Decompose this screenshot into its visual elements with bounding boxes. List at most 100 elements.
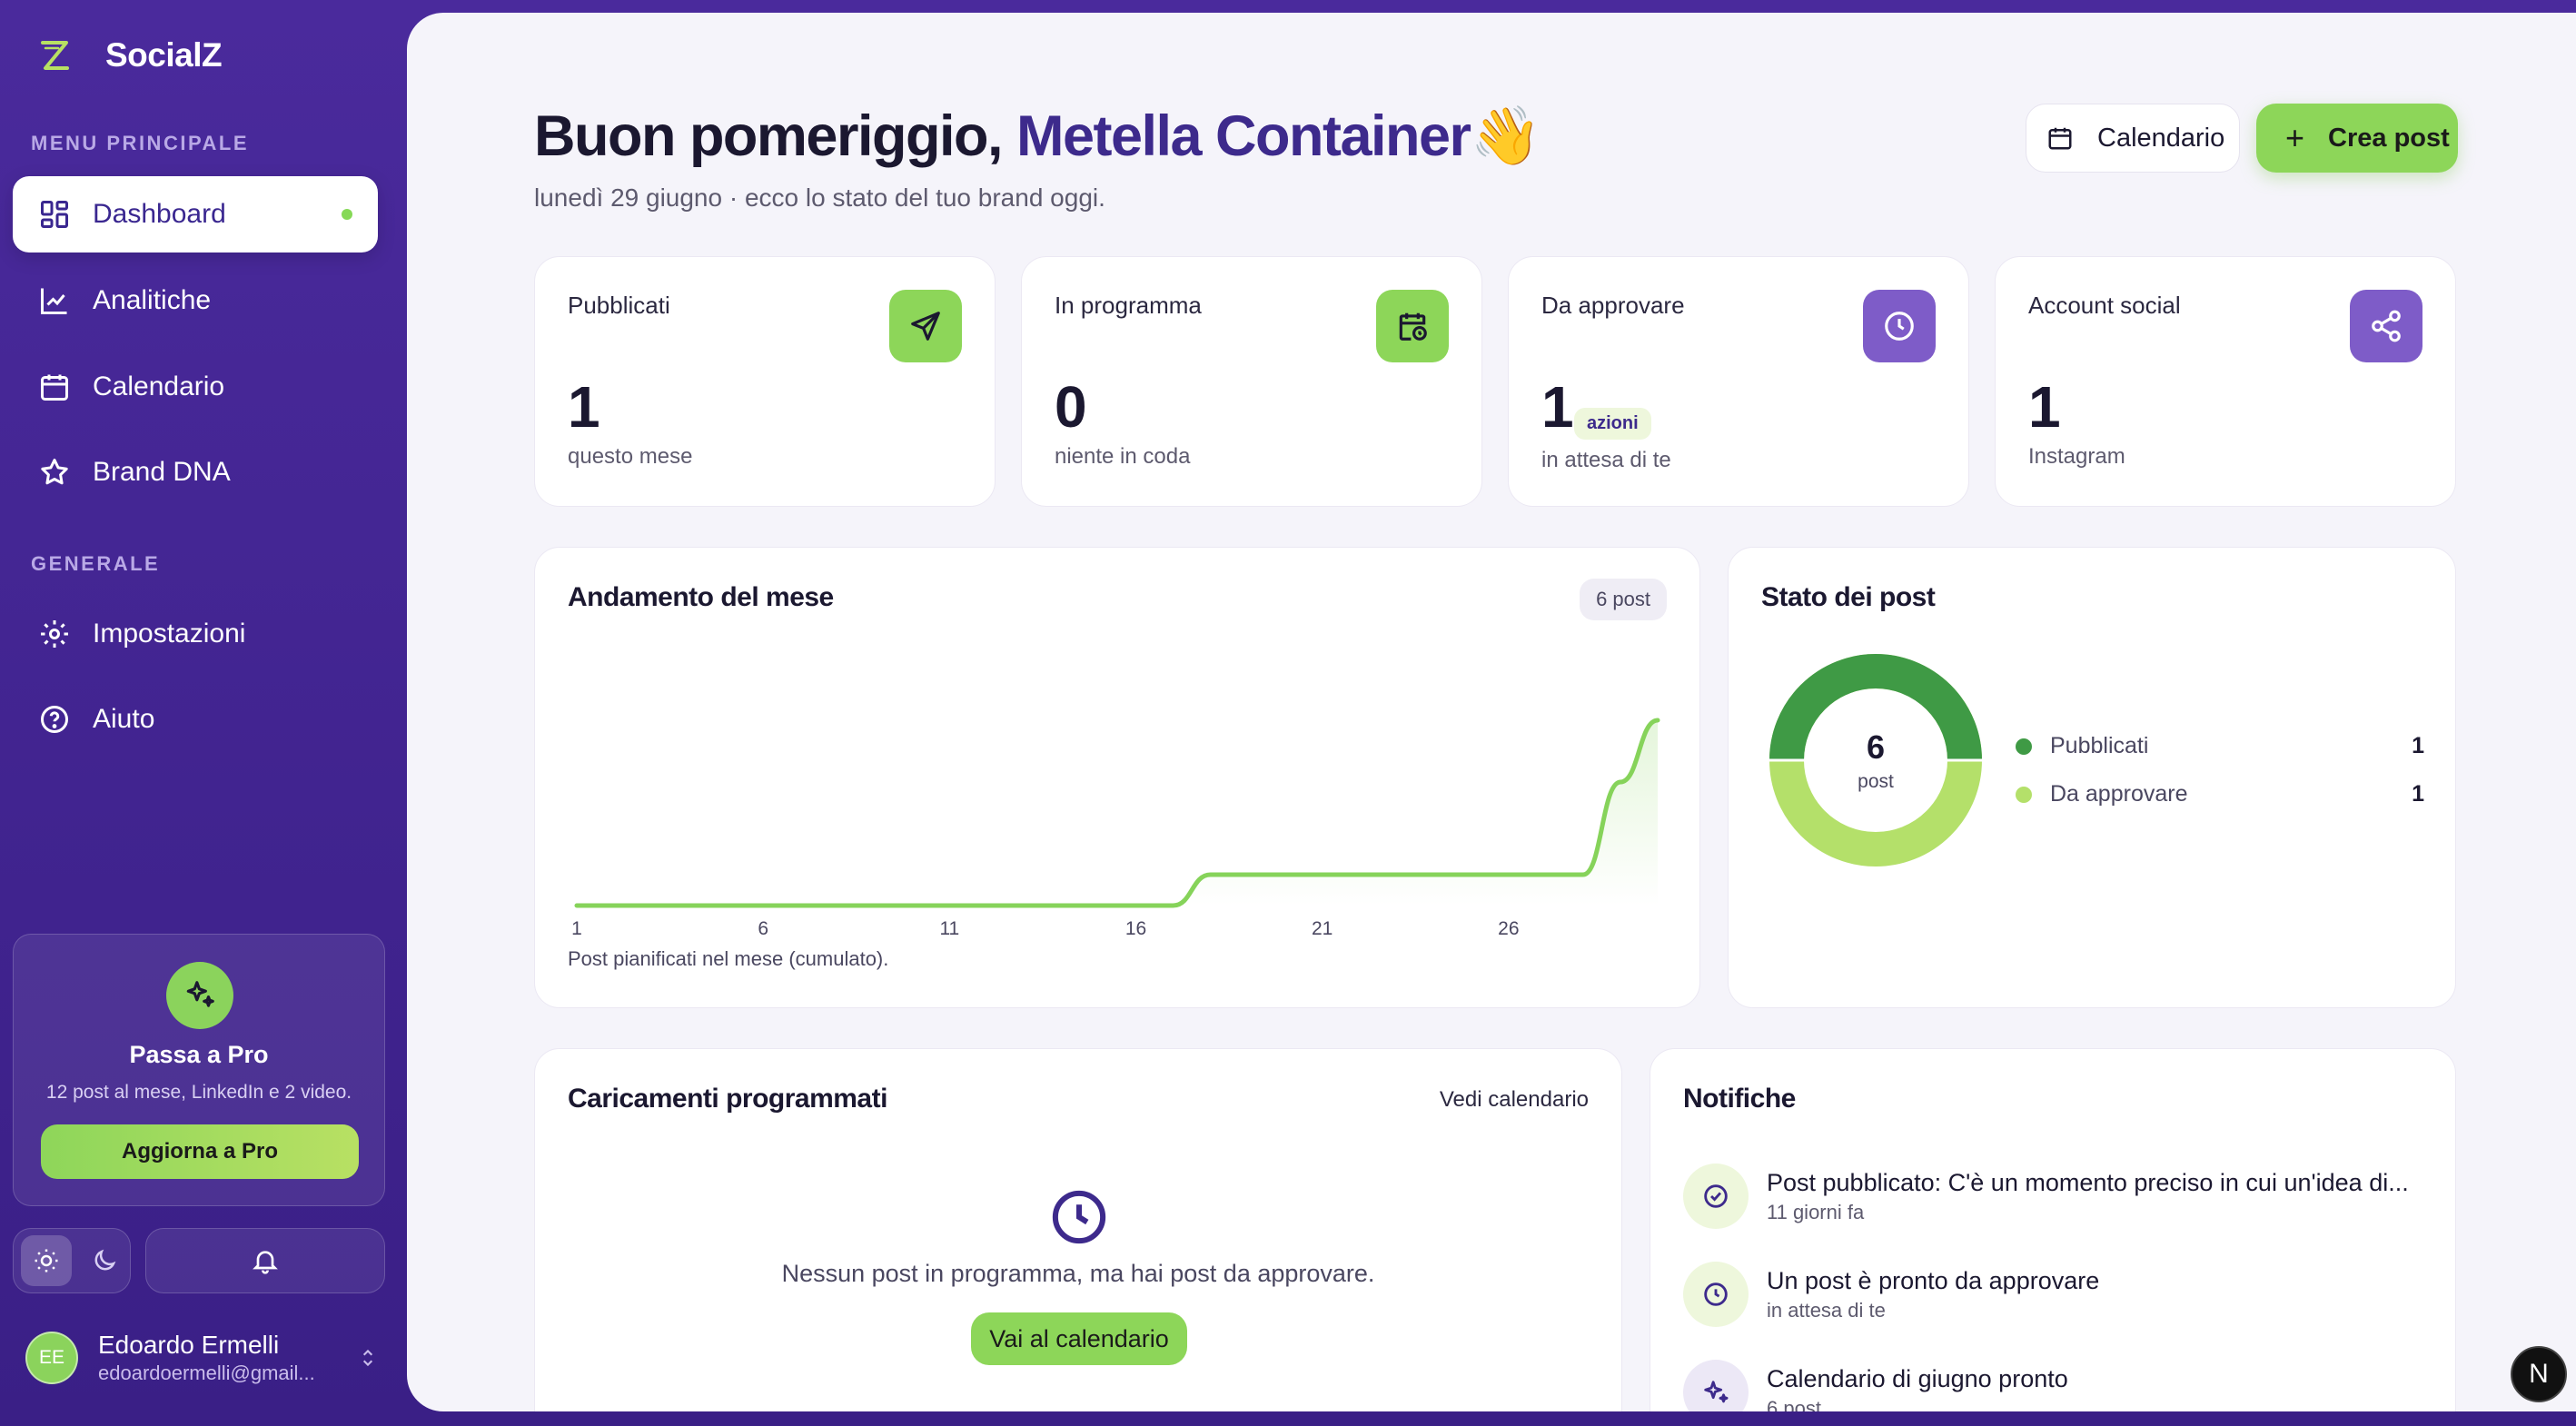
sidebar-item-label: Brand DNA [93, 457, 231, 487]
sidebar-item-label: Impostazioni [93, 619, 246, 649]
card-title: Caricamenti programmati [568, 1084, 887, 1114]
upgrade-title: Passa a Pro [129, 1041, 269, 1068]
notification-item[interactable]: Calendario di giugno pronto 6 post [1683, 1360, 2428, 1411]
active-dot [342, 209, 352, 220]
sparkles-icon [1683, 1360, 1749, 1411]
socialz-logo-icon [41, 41, 69, 70]
sidebar-item-impostazioni[interactable]: Impostazioni [13, 596, 378, 672]
monthly-trend-card: Andamento del mese 6 post 1 6 11 16 21 26 Pos… [534, 547, 1700, 1008]
notification-time: in attesa di te [1767, 1299, 1886, 1322]
nav-section-general: GENERALE [31, 552, 161, 575]
card-title: Andamento del mese [568, 582, 834, 612]
notification-item[interactable]: Un post è pronto da approvare in attesa … [1683, 1262, 2428, 1327]
notification-time: 6 post [1767, 1397, 1821, 1411]
theme-toggle [13, 1228, 131, 1293]
stat-sub: questo mese [568, 444, 693, 469]
dashboard-icon [41, 201, 68, 228]
sidebar-item-label: Dashboard [93, 199, 226, 229]
x-axis-ticks: 1 6 11 16 21 26 [571, 918, 1519, 939]
notification-title: Post pubblicato: C'è un momento preciso … [1767, 1169, 2409, 1196]
notification-item[interactable]: Post pubblicato: C'è un momento preciso … [1683, 1164, 2428, 1229]
notification-title: Calendario di giugno pronto [1767, 1365, 2068, 1392]
sidebar-item-calendario[interactable]: Calendario [13, 349, 378, 425]
user-menu[interactable]: EE Edoardo Ermelli edoardoermelli@gmail.… [25, 1328, 380, 1388]
calendar-button[interactable]: Calendario [2026, 104, 2240, 173]
status-badge: azioni [1574, 408, 1651, 440]
clock-icon [1052, 1190, 1106, 1244]
notifications-card: Notifiche Post pubblicato: C'è un moment… [1650, 1048, 2456, 1411]
legend-value: 1 [2412, 733, 2424, 758]
x-tick-label: 11 [939, 918, 959, 939]
trend-chart: 1 6 11 16 21 26 [571, 718, 1660, 939]
sidebar-item-aiuto[interactable]: Aiuto [13, 681, 378, 758]
scheduled-uploads-card: Caricamenti programmati Vedi calendario … [534, 1048, 1622, 1411]
chart-caption: Post pianificati nel mese (cumulato). [568, 947, 889, 970]
sidebar-item-label: Calendario [93, 371, 225, 401]
sidebar: SocialZ MENU PRINCIPALE Dashboard Analit… [0, 0, 407, 1426]
sidebar-item-label: Aiuto [93, 704, 155, 734]
wave-emoji: 👋 [1470, 104, 1541, 168]
brand[interactable]: SocialZ [36, 36, 223, 74]
donut-center-label: post [1858, 771, 1894, 792]
upgrade-subtitle: 12 post al mese, LinkedIn e 2 video. [45, 1082, 352, 1103]
clock-icon [1863, 290, 1936, 362]
chevron-up-down-icon [362, 1349, 373, 1367]
calendar-button-label: Calendario [2097, 123, 2225, 153]
x-tick-label: 6 [758, 918, 768, 939]
bell-icon [253, 1251, 278, 1274]
stat-card-social-accounts: Account social 1 Instagram [1995, 256, 2456, 507]
check-circle-icon [1683, 1164, 1749, 1229]
calendar-icon [2048, 127, 2072, 150]
create-post-button[interactable]: + Crea post [2256, 104, 2458, 173]
create-post-label: Crea post [2328, 123, 2450, 153]
user-email: edoardoermelli@gmail... [98, 1362, 315, 1384]
upgrade-card: Passa a Pro 12 post al mese, LinkedIn e … [13, 934, 385, 1206]
stat-label: Pubblicati [568, 292, 670, 319]
trend-line [574, 718, 1660, 908]
nav-section-main: MENU PRINCIPALE [31, 132, 249, 154]
go-to-calendar-button[interactable]: Vai al calendario [971, 1312, 1187, 1365]
x-tick-label: 16 [1125, 918, 1146, 939]
card-title: Stato dei post [1761, 582, 1936, 612]
sidebar-item-dashboard[interactable]: Dashboard [13, 176, 378, 253]
main-content: Buon pomeriggio, Metella Container👋 lune… [407, 13, 2576, 1411]
moon-icon[interactable] [79, 1235, 130, 1286]
sidebar-item-analitiche[interactable]: Analitiche [13, 262, 378, 339]
notification-title: Un post è pronto da approvare [1767, 1267, 2100, 1294]
sidebar-item-brand-dna[interactable]: Brand DNA [13, 434, 378, 510]
stat-sub: niente in coda [1055, 444, 1191, 469]
chart-line-icon [41, 288, 67, 314]
card-title: Notifiche [1683, 1084, 1796, 1114]
gear-icon [41, 620, 68, 648]
clock-icon [1683, 1262, 1749, 1327]
stat-value: 1 [568, 374, 600, 440]
view-calendar-link[interactable]: Vedi calendario [1439, 1087, 1589, 1112]
sparkles-icon [166, 962, 233, 1029]
notification-time: 11 giorni fa [1767, 1201, 1865, 1223]
plus-icon: + [2285, 119, 2305, 156]
donut-segment-pubblicati [1769, 654, 1982, 761]
greeting-name: Metella Container [1016, 104, 1471, 168]
trend-area [577, 720, 1658, 906]
legend-item: Pubblicati 1 [2016, 733, 2424, 759]
calendar-clock-icon [1376, 290, 1449, 362]
donut-center-value: 6 [1867, 728, 1885, 766]
calendar-icon [41, 374, 68, 401]
star-icon [41, 459, 68, 485]
x-tick-label: 21 [1312, 918, 1333, 939]
notifications-button[interactable] [145, 1228, 385, 1293]
legend-item: Da approvare 1 [2016, 781, 2424, 807]
send-icon [889, 290, 962, 362]
stat-value: 1 [1541, 374, 1574, 440]
post-count-pill: 6 post [1580, 579, 1667, 620]
dev-tools-badge[interactable]: N [2511, 1346, 2567, 1402]
stat-label: In programma [1055, 292, 1202, 319]
upgrade-button[interactable]: Aggiorna a Pro [41, 1124, 359, 1179]
stat-label: Account social [2028, 292, 2181, 319]
stat-card-to-approve: Da approvare 1 azioni in attesa di te [1508, 256, 1969, 507]
user-name: Edoardo Ermelli [98, 1331, 280, 1359]
sun-icon[interactable] [21, 1235, 72, 1286]
greeting-text: Buon pomeriggio, [534, 104, 1003, 168]
share-icon [2350, 290, 2422, 362]
page-subtitle: lunedì 29 giugno · ecco lo stato del tuo… [534, 183, 1105, 212]
